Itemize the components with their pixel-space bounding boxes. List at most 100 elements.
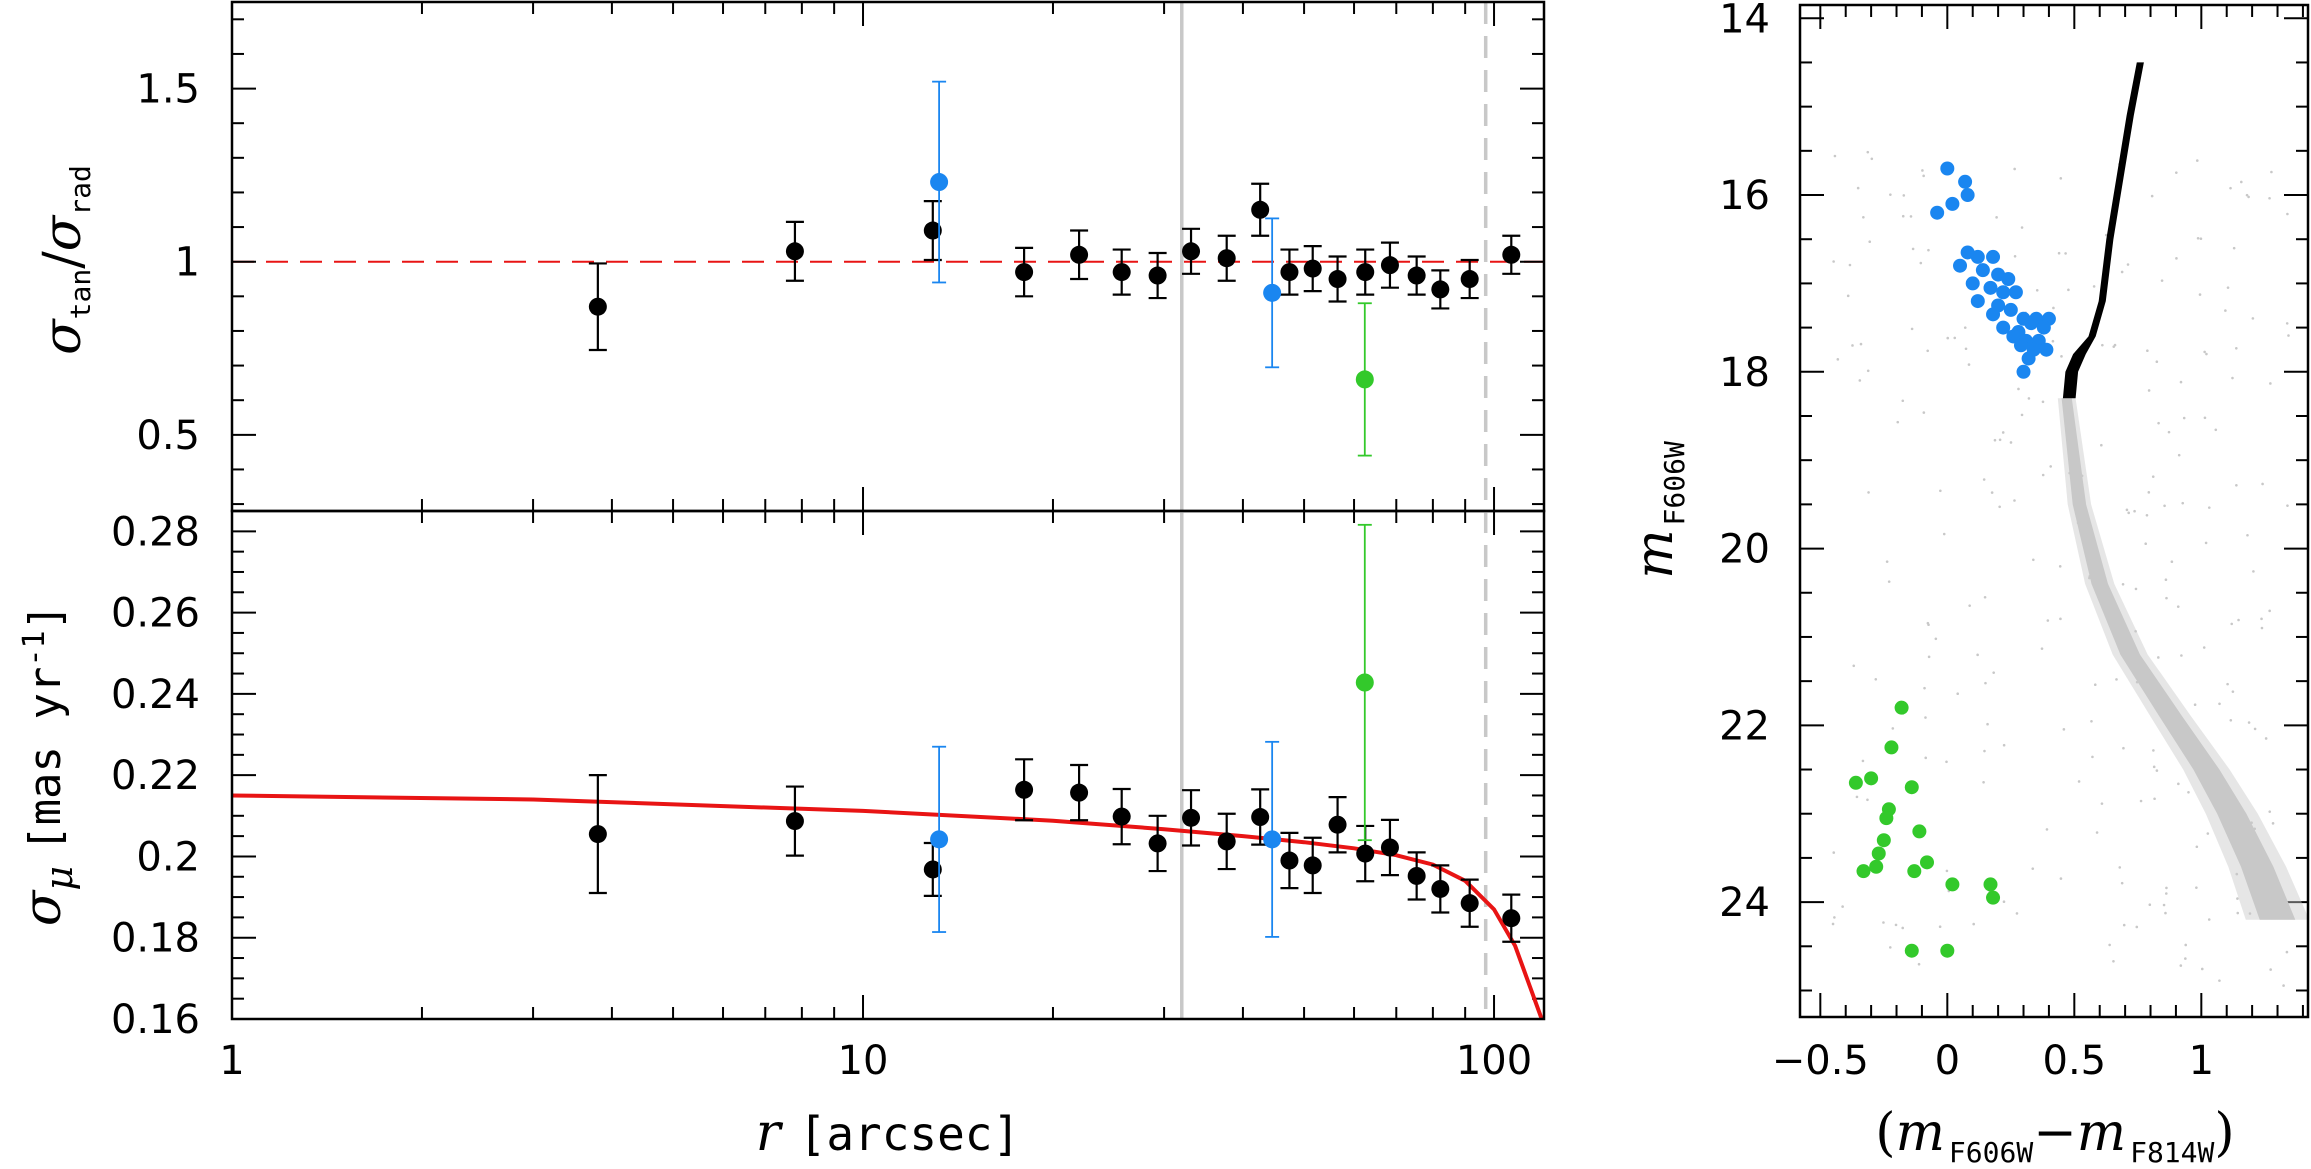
cmd-field-dot	[2287, 334, 2290, 337]
cmd-field-dot	[2013, 255, 2017, 258]
cmd-field-dot	[2080, 474, 2084, 478]
cmd-field-dot	[2224, 309, 2227, 312]
cmd-xtick-label: 0.5	[2043, 1038, 2107, 1084]
dispersion-point-black	[1217, 832, 1236, 851]
cmd-field-dot	[1986, 722, 1989, 726]
cmd-field-dot	[2020, 226, 2024, 229]
cmd-field-dot	[2252, 570, 2255, 573]
cmd-field-dot	[2144, 683, 2148, 687]
cmd-field-dot	[1887, 580, 1891, 583]
cmd-field-dot	[1870, 157, 1874, 161]
ratio-ylabel-rad: rad	[64, 165, 97, 216]
cmd-field-dot	[2181, 501, 2185, 505]
cmd-field-dot	[1861, 759, 1865, 763]
cmd-field-dot	[2085, 553, 2089, 556]
cmd-field-dot	[1983, 595, 1987, 599]
cmd-xtick-label: 0	[1935, 1038, 1960, 1084]
cmd-frame	[1798, 3, 2310, 1019]
cmd-field-dot	[1922, 174, 1925, 178]
ratio-point-black	[1182, 242, 1201, 261]
ratio-point-black	[785, 242, 804, 261]
cmd-field-dot	[2118, 866, 2122, 869]
cmd-field-dot	[1856, 186, 1860, 190]
ratio-point-black	[1303, 259, 1322, 278]
ratio-ytick-labels: 0.5 1 1.5	[136, 67, 200, 459]
ratio-point-black	[923, 221, 942, 240]
cmd-field-dot	[1841, 905, 1844, 908]
cmd-field-dot	[1967, 363, 1971, 366]
cmd-field-dot	[2231, 690, 2235, 693]
dispersion-frame	[230, 509, 1546, 1021]
cmd-field-dot	[1921, 169, 1924, 172]
cmd-field-dot	[2167, 430, 2171, 434]
dispersion-ticks	[231, 510, 1544, 1020]
cmd-point-blue	[1940, 161, 1955, 176]
cmd-field-dot	[2207, 506, 2211, 509]
cmd-field-dot	[2170, 560, 2174, 564]
cmd-xlabel-dash: −	[2033, 1103, 2077, 1163]
cmd-field-dot	[2260, 626, 2264, 630]
cmd-field-dot	[2015, 912, 2019, 915]
cmd-field-dot	[2009, 441, 2013, 444]
cmd-field-dot	[2235, 346, 2238, 350]
cmd-field-dot	[2157, 421, 2160, 425]
cmd-field-dot	[2227, 813, 2231, 816]
cmd-field-dot	[2059, 617, 2062, 621]
cmd-point-blue	[2003, 302, 2018, 317]
cmd-field-dot	[1968, 604, 1971, 607]
dispersion-point-black	[923, 860, 942, 879]
cmd-field-dot	[2214, 428, 2218, 432]
cmd-field-dot	[2092, 285, 2096, 288]
cmd-field-dot	[1889, 193, 1892, 196]
cmd-field-dot	[2165, 886, 2168, 890]
cmd-field-dot	[2135, 680, 2139, 684]
ratio-ylabel-sigma: σ	[33, 318, 93, 355]
cmd-field-dot	[1858, 379, 1862, 382]
cmd-field-dot	[2041, 400, 2045, 404]
cmd-field-dot	[2046, 619, 2050, 622]
cmd-field-dot	[2068, 471, 2071, 475]
cmd-field-dot	[2195, 845, 2199, 849]
cmd-field-dot	[1946, 336, 1950, 340]
dispersion-ylabel: σμ [mas yr-1]	[13, 604, 81, 926]
ratio-point-black	[1015, 263, 1034, 282]
cmd-field-dot	[1983, 749, 1986, 753]
cmd-point-blue	[2021, 351, 2036, 366]
cmd-field-dot	[2200, 967, 2204, 971]
cmd-point-blue	[2039, 342, 2054, 357]
cmd-point-green	[1876, 833, 1891, 848]
cmd-field-dot	[2236, 911, 2240, 915]
cmd-field-dot	[1939, 489, 1942, 493]
cmd-field-dot	[2218, 702, 2221, 706]
cmd-field-dot	[2268, 609, 2271, 613]
cmd-field-dot	[2253, 727, 2257, 731]
cmd-field-dot	[1990, 491, 1994, 494]
ratio-frame	[230, 0, 1546, 513]
dispersion-point-blue	[1263, 830, 1282, 849]
cmd-point-blue	[2036, 320, 2051, 335]
cmd-point-green	[1907, 864, 1922, 879]
dispersion-ytick-labels: 0.16 0.18 0.2 0.22 0.24 0.26 0.28	[111, 509, 200, 1043]
dispersion-point-black	[588, 825, 607, 844]
cmd-field-dot	[2236, 897, 2239, 900]
cmd-point-green	[1871, 846, 1886, 861]
cmd-field-dot	[1923, 686, 1926, 690]
ratio-point-black	[1328, 270, 1347, 289]
cmd-field-dot	[2013, 167, 2016, 171]
cmd-field-dot	[2165, 596, 2168, 600]
cmd-field-dot	[1885, 560, 1889, 563]
cmd-field-dot	[2104, 233, 2108, 237]
cmd-field-dot	[2157, 656, 2160, 659]
cmd-black-sequence	[2062, 62, 2144, 399]
cmd-field-dot	[2060, 355, 2063, 358]
dispersion-xlabel: r [arcsec]	[756, 1103, 1020, 1163]
cmd-field-dot	[1894, 923, 1898, 927]
cmd-field-dot	[1992, 671, 1995, 674]
cmd-field-dot	[1927, 248, 1930, 252]
cmd-point-green	[1912, 824, 1927, 839]
cmd-xlabel-m1: m	[1896, 1103, 1945, 1163]
ratio-ylabel: σtan/σrad	[33, 165, 97, 355]
ratio-point-black	[1070, 245, 1089, 264]
cmd-field-dot	[1982, 780, 1985, 784]
cmd-field-dot	[2100, 802, 2104, 805]
